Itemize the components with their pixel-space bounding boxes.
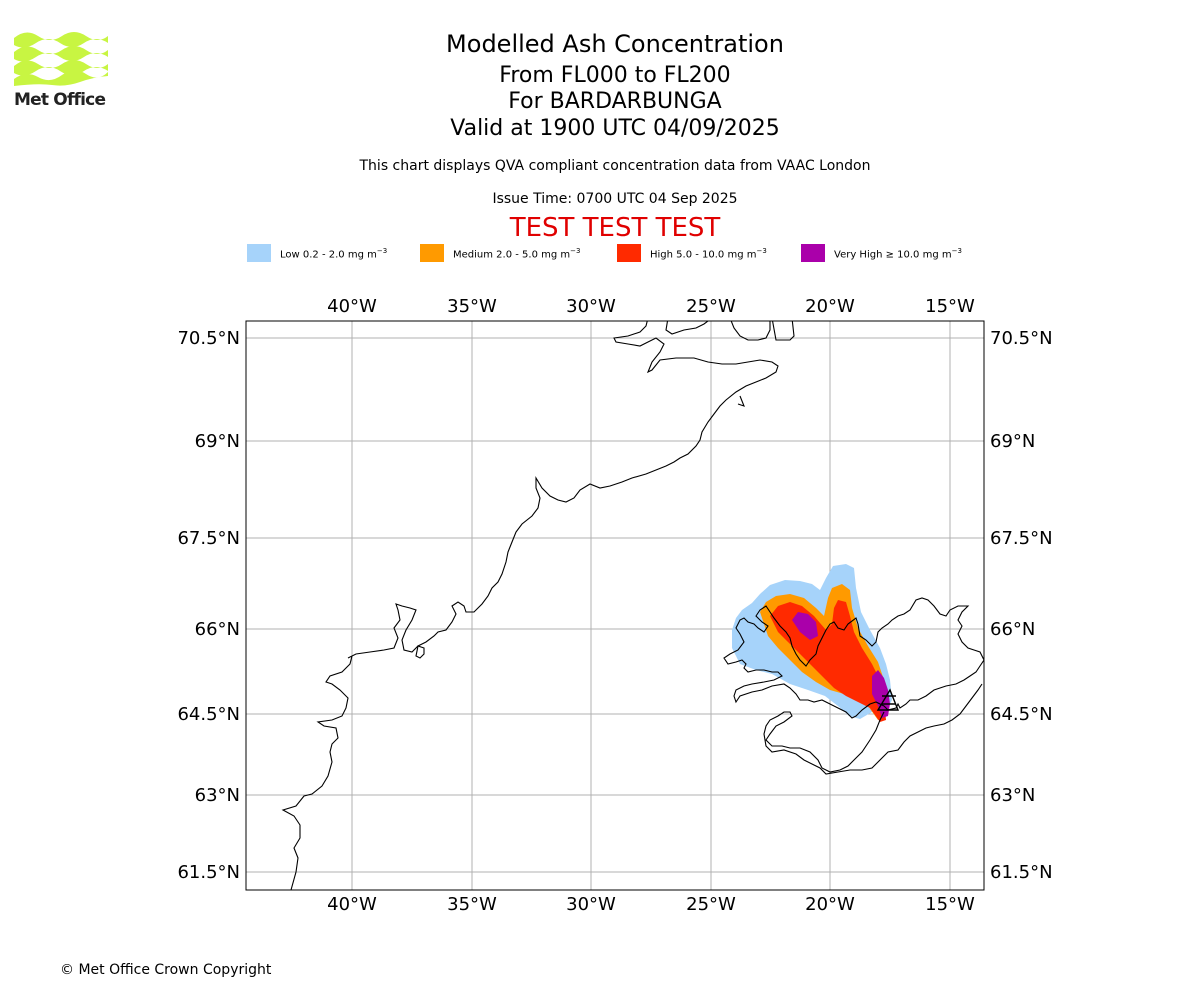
lon-label-top: 30°W (566, 296, 616, 317)
legend-label-medium: Medium 2.0 - 5.0 mg m−3 (453, 247, 581, 261)
lat-label-left: 64.5°N (177, 704, 240, 725)
greenland-coast-top-2 (730, 321, 771, 341)
greenland-coast-top-3 (771, 321, 795, 341)
lat-label-right: 69°N (990, 431, 1035, 452)
lat-label-left: 70.5°N (177, 328, 240, 349)
legend-swatch-high (617, 244, 641, 262)
met-office-logo: Met Office (14, 30, 108, 112)
chart-title: Modelled Ash Concentration (446, 30, 784, 58)
lat-label-left: 61.5°N (177, 862, 240, 883)
coastlines (281, 321, 984, 890)
lat-label-right: 67.5°N (990, 528, 1053, 549)
iceland-south-coast (763, 683, 983, 775)
legend-label-high: High 5.0 - 10.0 mg m−3 (650, 247, 767, 261)
volcano-symbol-icon (876, 688, 900, 711)
lat-label-right: 70.5°N (990, 328, 1053, 349)
chart-description: This chart displays QVA compliant concen… (359, 158, 871, 174)
ash-very-high-region-1 (792, 612, 818, 640)
lon-label-top: 35°W (447, 296, 497, 317)
lon-label-top: 15°W (925, 296, 975, 317)
greenland-coastline (281, 321, 779, 890)
lon-label-bottom: 20°W (805, 894, 855, 915)
lon-label-bottom: 25°W (686, 894, 736, 915)
map-frame (245, 320, 985, 891)
lon-labels-bottom: 40°W 35°W 30°W 25°W 20°W 15°W (327, 894, 975, 915)
lat-labels-left: 70.5°N 69°N 67.5°N 66°N 64.5°N 63°N 61.5… (177, 328, 240, 883)
greenland-inlet-1 (415, 645, 425, 659)
legend-label-very-high: Very High ≥ 10.0 mg m−3 (834, 247, 962, 261)
legend-swatch-medium (420, 244, 444, 262)
logo-waves-icon (14, 32, 108, 86)
lat-label-left: 63°N (195, 785, 240, 806)
lat-label-left: 69°N (195, 431, 240, 452)
lon-labels-top: 40°W 35°W 30°W 25°W 20°W 15°W (327, 296, 975, 317)
volcano-name: For BARDARBUNGA (508, 89, 722, 114)
lat-label-right: 64.5°N (990, 704, 1053, 725)
map-background (246, 321, 984, 890)
lat-label-right: 61.5°N (990, 862, 1053, 883)
lon-label-bottom: 40°W (327, 894, 377, 915)
iceland-coastline (723, 597, 984, 719)
level-range: From FL000 to FL200 (499, 63, 731, 88)
lat-label-right: 66°N (990, 619, 1035, 640)
lon-label-top: 40°W (327, 296, 377, 317)
lat-label-left: 67.5°N (177, 528, 240, 549)
lon-label-top: 25°W (686, 296, 736, 317)
lon-label-bottom: 35°W (447, 894, 497, 915)
legend-label-low: Low 0.2 - 2.0 mg m−3 (280, 247, 388, 261)
lon-label-bottom: 15°W (925, 894, 975, 915)
issue-time: Issue Time: 0700 UTC 04 Sep 2025 (492, 191, 738, 207)
lon-label-top: 20°W (805, 296, 855, 317)
test-banner: TEST TEST TEST (509, 213, 721, 243)
lon-label-bottom: 30°W (566, 894, 616, 915)
lat-labels-right: 70.5°N 69°N 67.5°N 66°N 64.5°N 63°N 61.5… (990, 328, 1053, 883)
greenland-coast-inlet-5 (737, 395, 745, 407)
lat-label-right: 63°N (990, 785, 1035, 806)
greenland-coast-top-4 (665, 321, 709, 335)
logo-text: Met Office (14, 90, 106, 110)
ash-very-high-region-2 (872, 670, 890, 718)
lat-label-left: 66°N (195, 619, 240, 640)
valid-time: Valid at 1900 UTC 04/09/2025 (450, 116, 780, 141)
legend-swatch-very-high (801, 244, 825, 262)
legend-swatch-low (247, 244, 271, 262)
copyright: © Met Office Crown Copyright (60, 962, 272, 978)
